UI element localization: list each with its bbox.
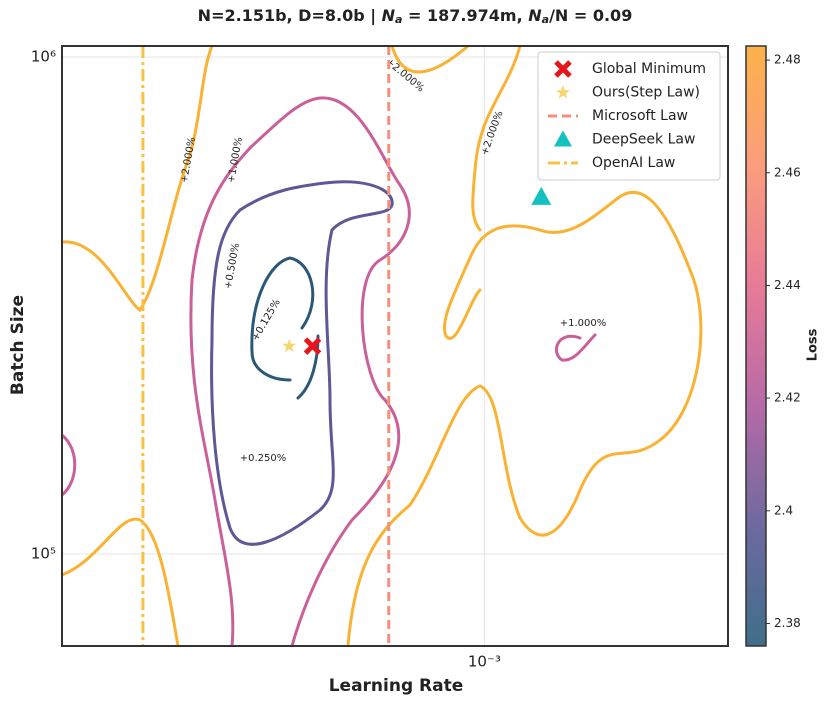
legend-box (537, 51, 721, 181)
legend-swatch (554, 130, 572, 147)
global-minimum-marker (303, 337, 322, 355)
colorbar-tick-label: 2.4 (774, 503, 793, 517)
legend-label: Ours(Step Law) (592, 85, 700, 101)
contour-line (250, 256, 315, 382)
legend-label: Microsoft Law (592, 108, 688, 124)
contour-line (555, 333, 597, 362)
contour-line (62, 46, 214, 313)
title-part: /N = 0.09 (549, 6, 632, 25)
y-tick-label: 10⁶ (31, 47, 56, 65)
plot-frame (61, 45, 729, 647)
y-axis-label: Batch Size (8, 295, 28, 395)
title-part: = 187.974m, (402, 6, 528, 25)
contour-line (62, 517, 180, 646)
title-part: N=2.151b, D=8.0b | (198, 6, 382, 26)
contour-line (248, 96, 411, 646)
title-part: N (382, 6, 396, 25)
star-marker (282, 338, 297, 353)
contour-line (346, 191, 703, 646)
x-tick-label: 10⁻³ (468, 653, 501, 671)
contour-line (471, 46, 522, 232)
chart-title: N=2.151b, D=8.0b | Na = 187.974m, Na/N =… (198, 6, 633, 27)
legend-swatch (555, 85, 571, 99)
legend-swatch (554, 60, 572, 78)
legend-label: Global Minimum (592, 61, 706, 77)
contour-line (62, 433, 77, 497)
contours (62, 46, 703, 646)
colorbar-label: Loss (806, 328, 821, 361)
colorbar-tick-label: 2.38 (774, 616, 801, 630)
x-axis-label: Learning Rate (329, 676, 464, 696)
title-part: a (395, 13, 402, 26)
contour-label: +1.000% (226, 136, 245, 184)
contour-label: +1.000% (560, 318, 607, 329)
series-layer (141, 46, 552, 646)
title-part: N (528, 6, 542, 25)
legend-label: DeepSeek Law (592, 132, 695, 148)
contour-line (390, 46, 470, 74)
contour-label: +0.250% (240, 453, 287, 464)
colorbar-tick-label: 2.46 (774, 165, 801, 179)
contour-line (210, 180, 394, 546)
y-tick-label: 10⁵ (31, 545, 56, 563)
contour-label: +0.500% (223, 242, 242, 290)
contour-label: +2.000% (179, 136, 198, 184)
title-part: a (542, 13, 549, 26)
colorbar-tick-label: 2.44 (774, 278, 801, 292)
colorbar-tick-label: 2.42 (774, 391, 801, 405)
contour-line (189, 146, 252, 646)
colorbar (745, 45, 767, 647)
colorbar-tick-label: 2.48 (774, 53, 801, 67)
legend-label: OpenAI Law (592, 155, 675, 171)
triangle-marker (531, 186, 552, 205)
